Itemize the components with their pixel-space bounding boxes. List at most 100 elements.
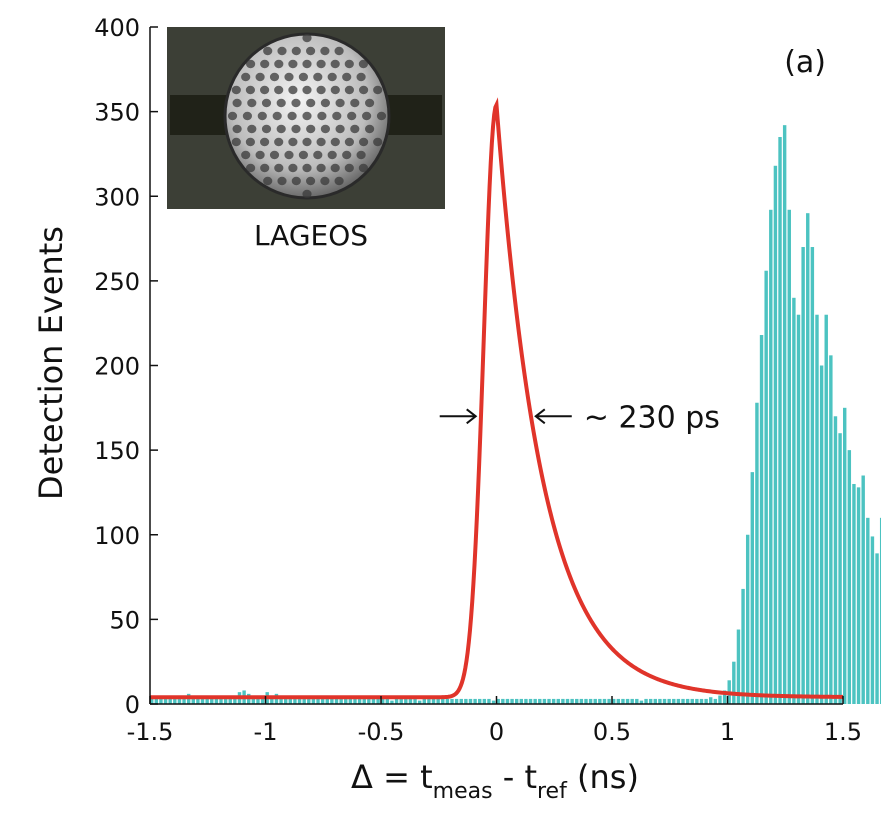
histogram-bar <box>302 698 306 704</box>
histogram-bar <box>732 661 736 704</box>
reflector-dimple <box>342 150 352 160</box>
histogram-bar <box>621 698 625 704</box>
histogram-bar <box>417 700 422 704</box>
reflector-dimple <box>291 176 301 186</box>
histogram-bar <box>459 698 463 704</box>
histogram-bar <box>399 698 403 704</box>
histogram-bar <box>307 697 311 704</box>
reflector-dimple <box>255 72 265 82</box>
fwhm-annotation: ~ 230 ps <box>439 400 720 435</box>
y-tick-label: 200 <box>94 353 140 381</box>
histogram-bar <box>542 698 547 704</box>
y-tick-label: 400 <box>94 14 140 42</box>
histogram-bar <box>163 697 168 704</box>
histogram-bar <box>690 698 694 704</box>
reflector-dimple <box>246 59 256 69</box>
histogram-bar <box>769 209 773 705</box>
reflector-dimple <box>302 189 312 198</box>
histogram-bar <box>856 487 861 704</box>
histogram-bar <box>339 698 343 704</box>
histogram-bar <box>528 698 533 704</box>
histogram-bar <box>588 698 593 704</box>
reflector-dimple <box>277 46 287 56</box>
histogram-bar <box>538 698 542 704</box>
x-tick-label: 0 <box>489 718 504 746</box>
histogram-bar <box>685 698 690 704</box>
histogram-bar <box>316 697 320 704</box>
histogram-bar <box>168 698 172 704</box>
reflector-dimple <box>241 150 251 160</box>
histogram-bar <box>501 698 505 704</box>
histogram-bar <box>695 698 699 704</box>
histogram-bar <box>676 698 681 704</box>
histogram-bar <box>847 450 852 705</box>
histogram-bar <box>251 695 256 704</box>
reflector-dimple <box>272 111 282 121</box>
histogram-bar <box>801 247 805 704</box>
reflector-dimple <box>356 150 366 160</box>
histogram-bar <box>709 697 713 704</box>
reflector-dimple <box>291 98 301 108</box>
histogram-bar <box>810 247 815 704</box>
histogram-bar <box>371 698 376 704</box>
reflector-dimple <box>269 150 280 160</box>
reflector-dimple <box>257 111 267 121</box>
reflector-dimple <box>334 46 344 56</box>
reflector-dimple <box>302 59 312 69</box>
histogram-bar <box>519 698 524 704</box>
histogram-bar <box>745 534 750 704</box>
reflector-dimple <box>241 72 251 82</box>
histogram-bar <box>390 700 394 704</box>
y-ticks: 0 50 100 150 200 250 300 350 400 <box>94 14 158 719</box>
reflector-dimple <box>274 59 284 69</box>
reflector-dimple <box>287 111 297 121</box>
histogram-bar <box>404 698 408 704</box>
histogram-bar <box>385 697 390 704</box>
histogram-bar <box>782 125 787 704</box>
reflector-dimple <box>261 98 272 108</box>
histogram-bar <box>367 698 371 704</box>
reflector-dimple <box>358 59 368 69</box>
histogram-bar <box>833 416 838 704</box>
x-title-prefix: Δ = t <box>351 758 433 796</box>
reflector-dimple <box>330 59 340 69</box>
histogram-bar <box>514 698 519 704</box>
histogram-bar <box>505 698 510 704</box>
reflector-dimple <box>255 150 265 160</box>
reflector-dimple <box>359 85 369 95</box>
histogram-bar <box>598 698 602 704</box>
fwhm-label: ~ 230 ps <box>584 400 720 435</box>
reflector-dimple <box>335 124 345 134</box>
histogram-bar <box>639 700 644 704</box>
y-tick-label: 350 <box>94 99 140 127</box>
histogram-bar <box>755 402 759 704</box>
histogram-bar <box>524 698 528 704</box>
histogram-bar <box>311 698 316 704</box>
x-title-sub1: meas <box>433 779 493 804</box>
histogram-bar <box>422 698 426 704</box>
histogram-bar <box>630 698 634 704</box>
histogram-bar <box>612 698 616 704</box>
inset-photo-mount-left <box>170 95 230 135</box>
histogram-bar <box>445 698 450 704</box>
histogram-bar <box>496 698 500 704</box>
inset-caption: LAGEOS <box>254 219 368 252</box>
histogram-bar <box>205 697 209 704</box>
histogram-bar <box>413 698 417 704</box>
histogram-bar <box>843 407 847 704</box>
reflector-dimple <box>344 163 354 173</box>
histogram-bar <box>182 697 186 704</box>
reflector-dimple <box>298 72 308 82</box>
reflector-dimple <box>269 72 280 82</box>
histogram-bar <box>219 698 223 704</box>
histogram-bar <box>427 698 431 704</box>
x-title-sub2: ref <box>537 779 568 804</box>
reflector-dimple <box>320 124 330 134</box>
histogram-bar <box>191 695 195 704</box>
reflector-dimple <box>232 98 242 108</box>
reflector-dimple <box>376 111 387 121</box>
reflector-dimple <box>330 163 340 173</box>
histogram-bar <box>870 536 875 704</box>
histogram-bar <box>297 697 302 704</box>
reflector-dimple <box>288 59 298 69</box>
